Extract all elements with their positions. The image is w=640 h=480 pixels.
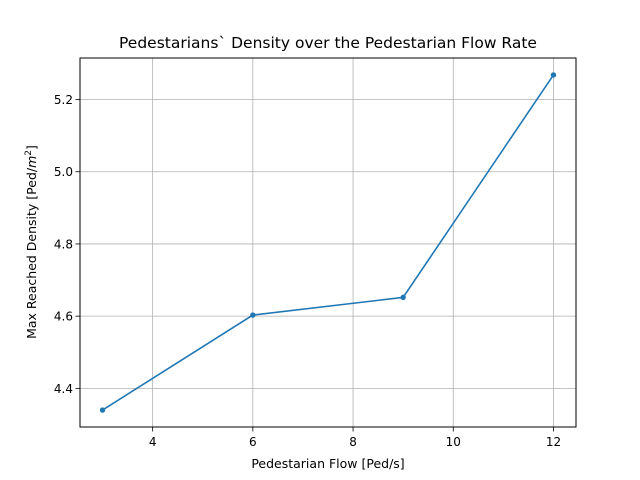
y-tick-label: 4.6 bbox=[54, 310, 73, 324]
y-tick-label: 4.8 bbox=[54, 237, 73, 251]
axis-ticks: 4 6 8 10 12 4.4 4.6 4.8 5.0 5.2 bbox=[54, 93, 561, 449]
y-axis-label-exponent: 2 bbox=[24, 150, 34, 156]
chart-title: Pedestarians` Density over the Pedestari… bbox=[119, 34, 537, 52]
data-point bbox=[550, 72, 557, 78]
x-tick-label: 6 bbox=[249, 435, 257, 449]
y-tick-label: 5.0 bbox=[54, 165, 73, 179]
y-axis-label-end: ] bbox=[24, 145, 39, 150]
series-line bbox=[102, 74, 555, 411]
data-point bbox=[400, 294, 406, 301]
y-axis-label-unit: m bbox=[24, 156, 39, 168]
data-series bbox=[99, 72, 557, 413]
grid-lines bbox=[80, 58, 576, 427]
y-axis-label: Max Reached Density [Ped/m2] bbox=[24, 145, 39, 339]
x-tick-label: 12 bbox=[546, 435, 561, 449]
data-point bbox=[250, 312, 256, 318]
y-tick-label: 5.2 bbox=[54, 93, 73, 107]
x-tick-label: 4 bbox=[149, 435, 157, 449]
plot-frame bbox=[79, 57, 577, 428]
x-axis-label: Pedestarian Flow [Ped/s] bbox=[251, 456, 404, 471]
data-point bbox=[99, 407, 106, 413]
x-tick-label: 10 bbox=[446, 435, 461, 449]
y-tick-label: 4.4 bbox=[54, 382, 73, 396]
x-tick-label: 8 bbox=[349, 435, 357, 449]
y-axis-label-main: Max Reached Density [Ped/ bbox=[24, 167, 39, 339]
